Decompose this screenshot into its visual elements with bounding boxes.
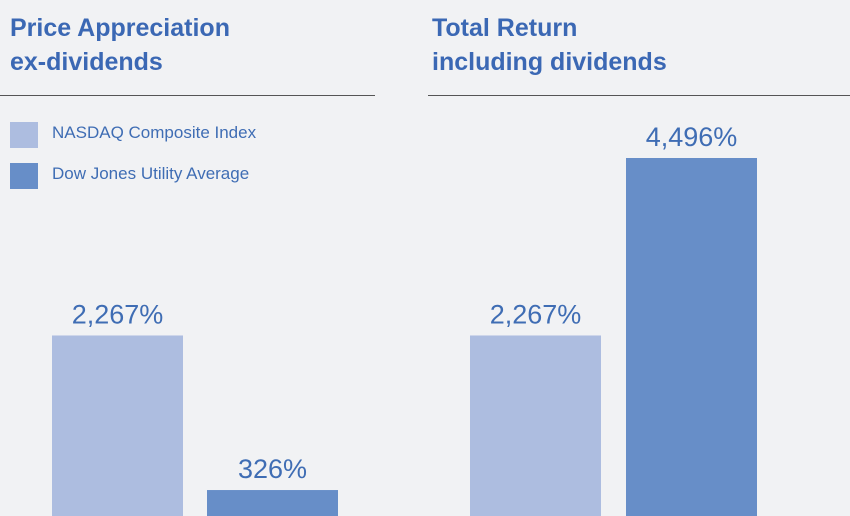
bar — [470, 335, 601, 516]
bar — [207, 490, 338, 516]
value-label: 2,267% — [72, 299, 164, 329]
bar — [626, 158, 757, 516]
bar — [52, 335, 183, 516]
value-label: 326% — [238, 454, 307, 484]
legend-swatch — [10, 122, 38, 148]
legend-swatch — [10, 163, 38, 189]
chart-title: Price Appreciation — [10, 14, 230, 42]
chart-title: Total Return — [432, 14, 577, 42]
chart-title: ex-dividends — [10, 48, 163, 76]
legend-label: NASDAQ Composite Index — [52, 123, 257, 142]
legend-label: Dow Jones Utility Average — [52, 164, 249, 183]
value-label: 2,267% — [490, 299, 582, 329]
value-label: 4,496% — [646, 122, 738, 152]
chart-title: including dividends — [432, 48, 667, 76]
